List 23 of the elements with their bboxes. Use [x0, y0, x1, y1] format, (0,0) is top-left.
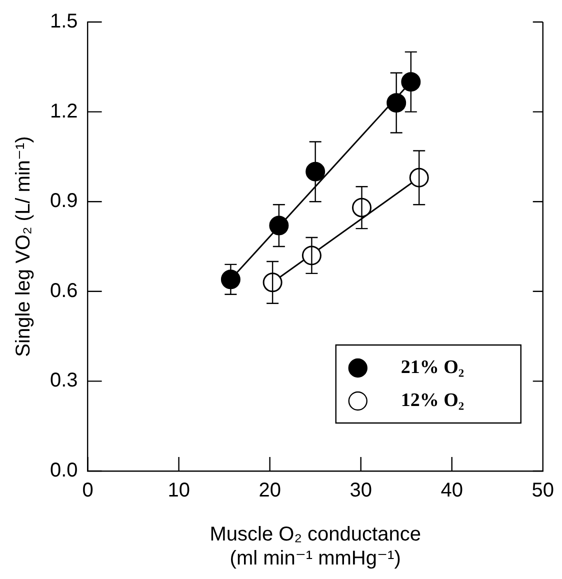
x-tick-label: 10 [168, 480, 190, 502]
legend-label: 12% O₂ [400, 390, 464, 411]
y-tick-label: 1.5 [50, 10, 78, 33]
y-axis-title: Single leg VO₂ (L/ min⁻¹) [12, 136, 35, 357]
y-tick-label: 0.9 [50, 190, 78, 212]
x-tick-label: 40 [440, 480, 463, 502]
point [401, 72, 421, 92]
x-axis-title: Muscle O₂ conductance (ml min⁻¹ mmHg⁻¹) [210, 524, 421, 570]
point [386, 93, 406, 113]
x-tick-label: 50 [532, 480, 554, 502]
y-tick-label: 0.0 [50, 460, 78, 482]
point [262, 272, 282, 292]
point [269, 216, 289, 236]
y-tick-label: 1.2 [50, 100, 78, 122]
x-tick-label: 0 [82, 480, 94, 502]
x-tick-label: 30 [350, 480, 372, 502]
y-tick-label: 0.6 [50, 280, 78, 302]
point [220, 270, 240, 290]
legend-label: 21% O₂ [400, 356, 464, 378]
point [409, 168, 429, 188]
x-tick-label: 20 [258, 480, 281, 502]
y-tick-label: 0.3 [50, 370, 78, 392]
point [306, 162, 326, 182]
